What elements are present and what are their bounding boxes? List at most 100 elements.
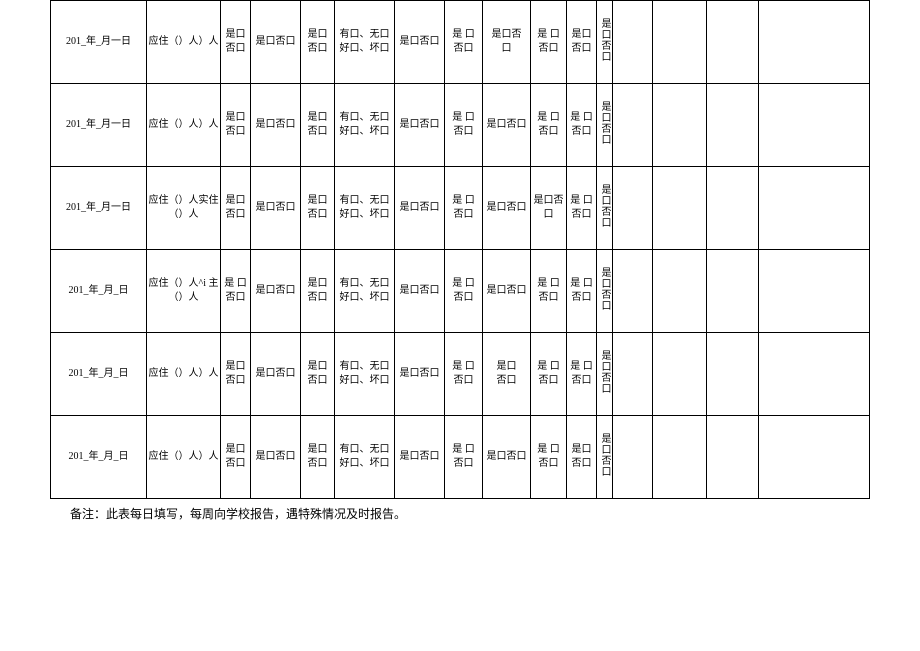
table-cell: 有口、无口好口、坏口 — [335, 167, 395, 250]
table-cell: 有口、无口好口、坏口 — [335, 250, 395, 333]
table-cell: 是口否口 — [483, 84, 531, 167]
table-cell: 是口否口 — [395, 416, 445, 499]
table-cell — [707, 416, 759, 499]
table-cell: 是 口否口 — [445, 84, 483, 167]
table-cell — [653, 167, 707, 250]
table-cell: 是口否口 — [301, 416, 335, 499]
table-cell: 是口否口 — [597, 333, 613, 416]
table-cell: 是口否口 — [395, 250, 445, 333]
table-cell: 是口否口 — [251, 333, 301, 416]
table-cell: 是口否口 — [597, 416, 613, 499]
table-cell: 是 口否口 — [567, 84, 597, 167]
table-cell: 是口否口 — [483, 250, 531, 333]
table-cell: 是口否口 — [597, 167, 613, 250]
table-cell: 应住（）人^i 主（）人 — [147, 250, 221, 333]
table-cell — [613, 167, 653, 250]
table-cell: 是口否口 — [395, 333, 445, 416]
table-cell: 是口否口 — [251, 167, 301, 250]
table-cell: 应住（）人）人 — [147, 333, 221, 416]
table-cell: 是口否口 — [395, 167, 445, 250]
table-cell: 是口否口 — [221, 167, 251, 250]
table-cell: 是口否口 — [301, 333, 335, 416]
table-cell: 是 口否口 — [445, 1, 483, 84]
table-cell: 是口否口 — [395, 84, 445, 167]
table-cell: 有口、无口好口、坏口 — [335, 84, 395, 167]
table-row: 201_年_月_日应住（）人^i 主（）人是 口否口是口否口是口否口有口、无口好… — [51, 250, 870, 333]
table-cell — [613, 333, 653, 416]
table-cell — [653, 1, 707, 84]
daily-report-table: 201_年_月一日应住（）人）人是口否口是口否口是口否口有口、无口好口、坏口是口… — [50, 0, 870, 499]
table-cell — [613, 1, 653, 84]
table-cell — [759, 416, 870, 499]
table-cell: 是口否口 — [483, 167, 531, 250]
table-body: 201_年_月一日应住（）人）人是口否口是口否口是口否口有口、无口好口、坏口是口… — [51, 1, 870, 499]
table-cell — [759, 84, 870, 167]
table-cell — [759, 250, 870, 333]
table-cell: 是 口否口 — [221, 250, 251, 333]
table-cell — [707, 84, 759, 167]
table-cell: 是口否口 — [597, 250, 613, 333]
table-cell — [613, 416, 653, 499]
table-cell: 是口否口 — [483, 1, 531, 84]
table-cell: 是口否口 — [301, 167, 335, 250]
table-cell: 是口否口 — [567, 416, 597, 499]
table-cell: 201_年_月_日 — [51, 416, 147, 499]
table-cell: 是口否口 — [221, 416, 251, 499]
table-cell: 是口否口 — [567, 1, 597, 84]
table-cell: 是 口否口 — [531, 333, 567, 416]
footer-note: 备注：此表每日填写，每周向学校报告，遇特殊情况及时报告。 — [0, 499, 920, 522]
table-cell — [653, 84, 707, 167]
table-row: 201_年_月一日应住（）人实住（）人是口否口是口否口是口否口有口、无口好口、坏… — [51, 167, 870, 250]
table-cell: 是 口否口 — [567, 333, 597, 416]
table-cell: 201_年_月一日 — [51, 84, 147, 167]
table-cell: 201_年_月_日 — [51, 250, 147, 333]
table-row: 201_年_月一日应住（）人）人是口否口是口否口是口否口有口、无口好口、坏口是口… — [51, 1, 870, 84]
table-cell: 是 口否口 — [445, 250, 483, 333]
table-cell: 是口否口 — [597, 1, 613, 84]
table-row: 201_年_月_日应住（）人）人是口否口是口否口是口否口有口、无口好口、坏口是口… — [51, 416, 870, 499]
table-cell: 是口否口 — [221, 1, 251, 84]
table-row: 201_年_月一日应住（）人）人是口否口是口否口是口否口有口、无口好口、坏口是口… — [51, 84, 870, 167]
table-cell: 是口否口 — [251, 84, 301, 167]
table-cell — [613, 250, 653, 333]
table-cell: 是口否口 — [301, 1, 335, 84]
table-cell — [759, 167, 870, 250]
table-cell: 是口否口 — [597, 84, 613, 167]
table-cell: 是 口否口 — [531, 1, 567, 84]
table-cell: 是口否口 — [251, 416, 301, 499]
table-cell: 201_年_月一日 — [51, 1, 147, 84]
table-cell: 是 口否口 — [445, 416, 483, 499]
table-cell — [613, 84, 653, 167]
table-cell: 应住（）人）人 — [147, 416, 221, 499]
table-cell: 201_年_月_日 — [51, 333, 147, 416]
table-cell: 应住（）人）人 — [147, 84, 221, 167]
table-cell: 是 口否口 — [445, 333, 483, 416]
table-row: 201_年_月_日应住（）人）人是口否口是口否口是口否口有口、无口好口、坏口是口… — [51, 333, 870, 416]
table-cell — [759, 1, 870, 84]
table-cell: 是口否口 — [531, 167, 567, 250]
table-cell: 是口否口 — [395, 1, 445, 84]
table-cell: 有口、无口好口、坏口 — [335, 1, 395, 84]
table-cell — [759, 333, 870, 416]
table-cell — [653, 416, 707, 499]
table-cell — [653, 250, 707, 333]
table-cell: 是口否口 — [301, 250, 335, 333]
table-cell: 应住（）人实住（）人 — [147, 167, 221, 250]
table-cell: 是 口否口 — [567, 250, 597, 333]
table-cell: 是口否口 — [301, 84, 335, 167]
table-cell: 是口否口 — [483, 333, 531, 416]
table-cell — [653, 333, 707, 416]
table-cell: 有口、无口好口、坏口 — [335, 416, 395, 499]
table-cell: 201_年_月一日 — [51, 167, 147, 250]
table-cell — [707, 1, 759, 84]
table-cell: 有口、无口好口、坏口 — [335, 333, 395, 416]
table-cell: 是口否口 — [251, 1, 301, 84]
table-cell — [707, 167, 759, 250]
table-cell: 是口否口 — [221, 84, 251, 167]
table-cell: 是 口否口 — [567, 167, 597, 250]
table-cell: 是 口否口 — [531, 416, 567, 499]
table-cell — [707, 250, 759, 333]
table-cell: 是口否口 — [483, 416, 531, 499]
table-cell: 是 口否口 — [531, 84, 567, 167]
table-cell — [707, 333, 759, 416]
